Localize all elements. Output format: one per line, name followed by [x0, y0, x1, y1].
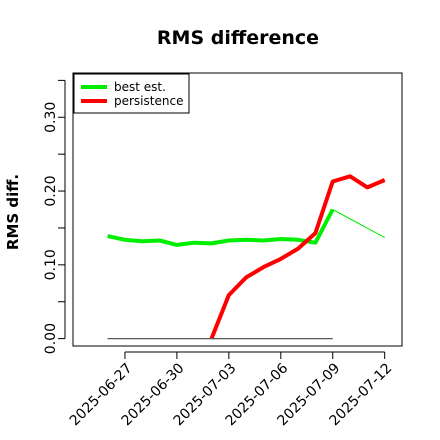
chart-title: RMS difference — [157, 27, 319, 49]
plot-frame — [72, 72, 403, 347]
y-axis-label: RMS diff. — [4, 174, 22, 250]
series-extension-line — [332, 209, 385, 238]
series-line-persistence — [209, 174, 386, 340]
legend-box — [73, 73, 190, 114]
legend-entry: persistence — [114, 94, 183, 108]
y-tick-label: 0.20 — [43, 175, 59, 206]
y-tick-label: 0.30 — [43, 102, 59, 133]
legend: best est.persistence — [73, 73, 190, 114]
series-line-best-est- — [107, 208, 335, 247]
legend-entry: best est. — [114, 80, 166, 94]
y-tick-label: 0.00 — [43, 323, 59, 354]
y-tick-label: 0.10 — [43, 249, 59, 280]
